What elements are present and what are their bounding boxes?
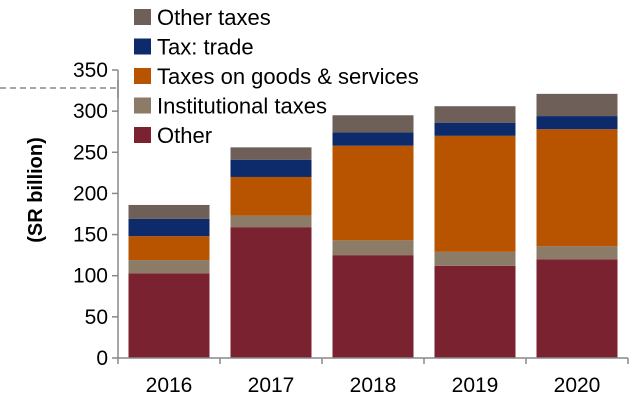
- y-tick-label: 50: [85, 306, 108, 329]
- bar-segment: [230, 159, 312, 177]
- legend-label: Other taxes: [157, 5, 271, 30]
- legend-label: Other: [157, 123, 212, 148]
- bar-segment: [434, 265, 516, 358]
- y-tick-label: 0: [96, 347, 108, 370]
- legend-swatch: [134, 68, 151, 84]
- bar-segment: [230, 176, 312, 216]
- bar-segment: [434, 106, 516, 123]
- bar-stacks: [128, 93, 618, 358]
- bar-segment: [536, 93, 618, 117]
- bar-segment: [128, 218, 210, 237]
- bar-segment: [536, 116, 618, 130]
- legend-label: Institutional taxes: [157, 94, 327, 119]
- bar-segment: [230, 215, 312, 228]
- y-tick-label: 150: [73, 224, 108, 247]
- y-axis-ticks: 0 50 100 150 200 250 300 350: [73, 59, 118, 370]
- legend-swatch: [134, 38, 151, 55]
- x-tick-label: 2020: [554, 374, 601, 397]
- bar-segment: [434, 135, 516, 252]
- bar-segment: [332, 255, 414, 358]
- y-tick-label: 350: [73, 59, 108, 82]
- bar-segment: [230, 227, 312, 358]
- x-tick-label: 2017: [248, 374, 295, 397]
- x-axis-ticks: 2016 2017 2018 2019 2020: [117, 358, 629, 397]
- bar-segment: [128, 236, 210, 261]
- bar-segment: [536, 259, 618, 358]
- bar-segment: [230, 147, 312, 160]
- x-tick-label: 2019: [452, 374, 499, 397]
- y-tick-label: 250: [73, 141, 108, 164]
- legend-label: Tax: trade: [157, 35, 254, 60]
- x-tick-label: 2018: [350, 374, 397, 397]
- legend: Other taxes Tax: trade Taxes on goods & se…: [134, 5, 419, 148]
- legend-item: Tax: trade: [134, 35, 254, 60]
- legend-swatch: [134, 9, 151, 25]
- bar-segment: [128, 260, 210, 274]
- y-tick-label: 100: [73, 265, 108, 288]
- legend-item: Taxes on goods & services: [134, 64, 419, 89]
- dashed-reference-line: [0, 80, 120, 98]
- bar-segment: [332, 145, 414, 241]
- bar-segment: [332, 240, 414, 256]
- bar-segment: [536, 129, 618, 247]
- legend-swatch: [134, 97, 151, 114]
- y-tick-label: 300: [73, 100, 108, 123]
- y-axis-title: (SR billion): [25, 137, 47, 243]
- bar-segment: [332, 115, 414, 133]
- y-tick-label: 200: [73, 182, 108, 205]
- bar-segment: [128, 204, 210, 219]
- bar-segment: [434, 251, 516, 266]
- axes: [117, 70, 628, 359]
- bar-segment: [536, 246, 618, 260]
- legend-item: Other taxes: [134, 5, 271, 30]
- legend-item: Institutional taxes: [134, 94, 327, 119]
- legend-label: Taxes on goods & services: [157, 64, 419, 89]
- legend-item: Other: [134, 123, 212, 148]
- bar-segment: [332, 132, 414, 146]
- x-tick-label: 2016: [146, 374, 193, 397]
- bar-segment: [128, 273, 210, 358]
- legend-swatch: [134, 127, 151, 143]
- bar-segment: [434, 122, 516, 136]
